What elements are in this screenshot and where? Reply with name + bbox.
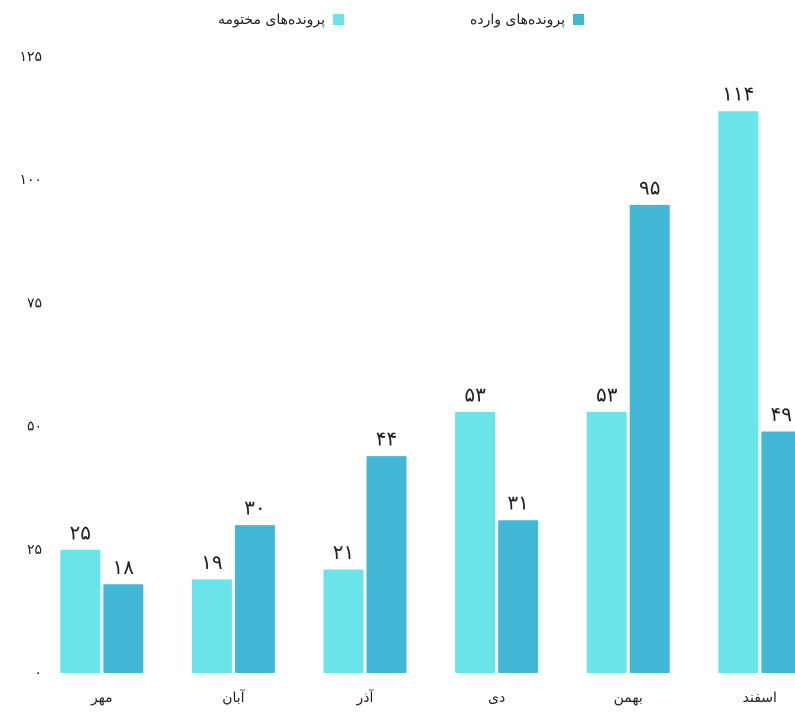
value-label: ۴۴ <box>376 427 397 451</box>
value-label: ۱۸ <box>113 555 135 579</box>
y-tick-label: ۵۰ <box>27 419 42 435</box>
bar <box>323 569 364 673</box>
bar <box>455 411 496 673</box>
bar <box>60 549 101 673</box>
value-label: ۵۳ <box>464 382 486 406</box>
x-tick-label: آذر <box>356 689 375 706</box>
value-label: ۲۵ <box>70 520 91 544</box>
legend-swatch <box>333 14 344 25</box>
x-tick-label: دی <box>488 690 505 706</box>
y-tick-label: ۲۵ <box>27 542 42 558</box>
legend-swatch <box>573 14 584 25</box>
legend-label: پرونده‌های وارده <box>470 12 565 28</box>
value-label: ۱۱۴ <box>722 82 754 106</box>
legend-label: پرونده‌های مختومه <box>218 12 325 28</box>
value-label: ۳۱ <box>507 491 528 515</box>
y-tick-label: ۱۲۵ <box>19 49 42 65</box>
bar <box>103 584 144 673</box>
value-label: ۹۵ <box>639 175 660 199</box>
value-label: ۴۹ <box>771 402 792 426</box>
bar <box>234 525 275 673</box>
bar <box>718 111 759 673</box>
x-tick-label: آبان <box>222 689 245 706</box>
y-tick-label: ۱۰۰ <box>19 172 42 188</box>
value-label: ۳۰ <box>244 496 265 520</box>
bar <box>191 579 232 673</box>
value-label: ۲۱ <box>333 540 354 564</box>
bar <box>586 411 627 673</box>
bar <box>366 456 407 673</box>
x-tick-label: مهر <box>90 690 113 706</box>
bar <box>761 431 795 673</box>
value-label: ۱۹ <box>201 550 222 574</box>
y-tick-label: ۰ <box>34 665 42 681</box>
y-tick-label: ۷۵ <box>27 295 42 311</box>
bar <box>498 520 539 673</box>
value-label: ۵۳ <box>596 382 618 406</box>
x-tick-label: اسفند <box>743 690 777 706</box>
x-tick-label: بهمن <box>614 690 643 706</box>
bar <box>629 204 670 673</box>
